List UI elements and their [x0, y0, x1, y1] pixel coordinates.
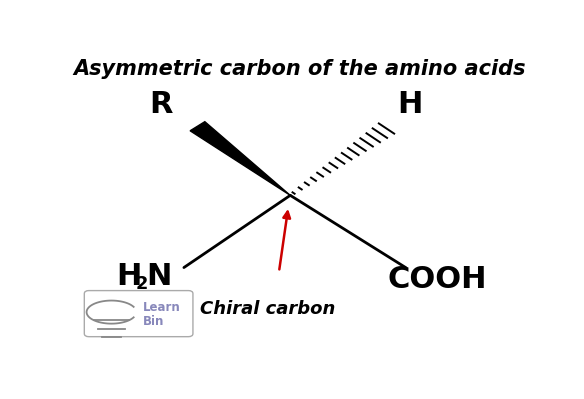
Text: Bin: Bin [143, 315, 165, 328]
Text: H: H [398, 90, 423, 119]
Text: Learn: Learn [143, 301, 181, 314]
Text: COOH: COOH [388, 265, 487, 294]
Text: N: N [147, 262, 172, 291]
Text: 2: 2 [135, 275, 148, 293]
Text: Asymmetric carbon of the amino acids: Asymmetric carbon of the amino acids [73, 59, 526, 79]
Text: R: R [150, 90, 173, 119]
Text: H: H [116, 262, 141, 291]
Polygon shape [190, 122, 290, 196]
Text: Chiral carbon: Chiral carbon [200, 300, 335, 318]
